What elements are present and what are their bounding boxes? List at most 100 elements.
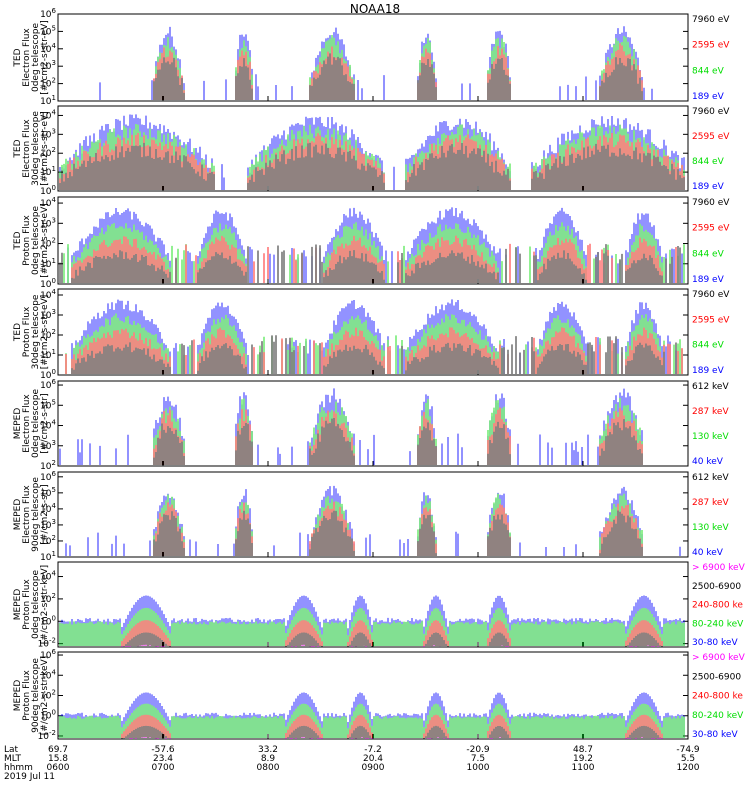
legend-entry: 2595 eV	[692, 315, 730, 325]
y-axis-label: 0deg telescope	[31, 570, 41, 640]
y-axis-label: Proton Flux	[22, 215, 32, 266]
y-tick-label: 104	[40, 570, 56, 583]
y-axis-label: [#/cm2-s-str-eV]	[40, 295, 50, 370]
y-tick-label: 101	[40, 94, 56, 107]
legend-entry: 189 eV	[692, 366, 725, 376]
y-axis-label: Electron Flux	[22, 485, 32, 544]
legend-entry: 80-240 keV	[692, 619, 744, 629]
y-axis-label: [#/cm2-s-str-eV]	[40, 20, 50, 95]
legend-entry: 7960 eV	[692, 290, 730, 300]
legend-entry: 2595 eV	[692, 41, 730, 51]
y-tick-label: 102	[40, 146, 56, 159]
y-axis-label: 90deg telescope	[31, 477, 41, 552]
y-axis-label: [#/cm2-s-str-keV]	[40, 565, 50, 644]
y-axis-label: Proton Flux	[22, 306, 32, 357]
y-axis-label: [#/cm2-s-str-eV]	[40, 111, 50, 186]
y-tick-label: 101	[40, 165, 56, 178]
y-tick-label: 103	[40, 127, 56, 140]
y-axis-label: MEPED	[13, 499, 23, 531]
y-tick-label: 10-2	[38, 637, 56, 650]
y-tick-label: 103	[40, 518, 56, 531]
y-tick-label: 103	[40, 439, 56, 452]
y-tick-label: 104	[40, 108, 56, 121]
panel-7: 10-2 100 102 104 MEPED Proton Flux 0deg telesc…	[13, 561, 746, 650]
y-axis-label: Electron Flux	[22, 394, 32, 453]
y-axis-label: [#/cm2-s-str]	[40, 484, 50, 544]
legend-entry: 612 keV	[692, 382, 729, 392]
legend-entry: 2595 eV	[692, 132, 730, 142]
y-tick-label: 100	[40, 614, 56, 627]
legend-entry: 844 eV	[692, 249, 725, 259]
y-axis-label: Electron Flux	[22, 119, 32, 178]
y-axis-label: [#/cm2-s-str-eV]	[40, 203, 50, 278]
y-axis-label: TED	[13, 139, 23, 158]
legend-entry: 189 eV	[692, 182, 725, 192]
y-axis-label: TED	[13, 48, 23, 67]
y-tick-label: 104	[40, 502, 56, 515]
legend-entry: 40 keV	[692, 457, 724, 467]
panel-4: 100 101 102 103 104 TED Proton Flux 30deg teles…	[13, 288, 730, 381]
panel-frame	[57, 380, 689, 467]
y-tick-label: 105	[40, 24, 56, 37]
legend-entry: 240-800 ke	[692, 601, 743, 611]
y-axis-label: 0deg telescope	[31, 389, 41, 459]
legend-entry: 189 eV	[692, 92, 725, 102]
y-axis-label: Electron Flux	[22, 28, 32, 87]
legend-entry: 7960 eV	[692, 107, 730, 117]
legend-entry: 130 keV	[692, 523, 729, 533]
panel-5: 102 103 104 105 106 MEPED Electron Flux 0deg te…	[13, 378, 729, 472]
legend-entry: 30-80 keV	[692, 638, 738, 648]
panel-frame	[57, 471, 689, 558]
legend-entry: 287 keV	[692, 498, 729, 508]
panel-2: 100 101 102 103 104 TED Electron Flux 30deg tel…	[13, 105, 730, 197]
y-axis-label: Proton Flux	[22, 579, 32, 630]
y-tick-label: 102	[40, 77, 56, 90]
legend-entry: 40 keV	[692, 548, 724, 558]
y-tick-label: 102	[40, 592, 56, 605]
y-tick-label: 104	[40, 419, 56, 432]
y-tick-label: 105	[40, 486, 56, 499]
y-tick-label: 100	[40, 184, 56, 197]
y-axis-label: MEPED	[13, 589, 23, 621]
legend-entry: 2595 eV	[692, 224, 730, 234]
y-tick-label: 101	[40, 257, 56, 270]
legend-entry: 7960 eV	[692, 15, 730, 25]
y-tick-label: 103	[40, 216, 56, 229]
y-tick-label: 105	[40, 398, 56, 411]
legend-entry: 189 eV	[692, 275, 725, 285]
y-tick-label: 100	[40, 277, 56, 290]
chart-title: NOAA18	[349, 2, 401, 16]
y-axis-label: TED	[13, 231, 23, 250]
y-axis-label: 0deg telescope	[31, 206, 41, 276]
y-tick-label: 103	[40, 308, 56, 321]
y-tick-label: 103	[40, 59, 56, 72]
y-tick-label: 102	[40, 534, 56, 547]
legend-entry: > 6900 keV	[692, 563, 746, 573]
panel-3: 100 101 102 103 104 TED Proton Flux 0deg telesc…	[13, 196, 730, 290]
legend-entry: 2500-6900	[692, 582, 741, 592]
y-tick-label: 102	[40, 459, 56, 472]
legend-entry: 7960 eV	[692, 198, 730, 208]
y-tick-label: 106	[40, 7, 56, 20]
y-tick-label: 100	[40, 368, 56, 381]
y-axis-label: [#/cm2-s-str]	[40, 393, 50, 453]
y-tick-label: 104	[40, 196, 56, 209]
y-tick-label: 101	[40, 550, 56, 563]
legend-entry: 844 eV	[692, 341, 725, 351]
legend-entry: 844 eV	[692, 66, 725, 76]
panel-6: 101 102 103 104 105 106 MEPED Electron Flux 90de…	[13, 470, 729, 563]
y-axis-label: MEPED	[13, 408, 23, 440]
y-axis-label: 0deg telescope	[31, 23, 41, 93]
panel-1: 101 102 103 104 105 106 TED Electron Flux 0deg t…	[13, 7, 730, 107]
legend-entry: 130 keV	[692, 432, 729, 442]
y-tick-label: 102	[40, 328, 56, 341]
y-axis-label: 30deg telescope	[31, 111, 41, 186]
y-tick-label: 102	[40, 237, 56, 250]
y-tick-label: 106	[40, 470, 56, 483]
legend-entry: 612 keV	[692, 473, 729, 483]
y-tick-label: 104	[40, 288, 56, 301]
y-axis-label: TED	[13, 323, 23, 342]
legend-entry: 844 eV	[692, 157, 725, 167]
y-tick-label: 106	[40, 378, 56, 391]
